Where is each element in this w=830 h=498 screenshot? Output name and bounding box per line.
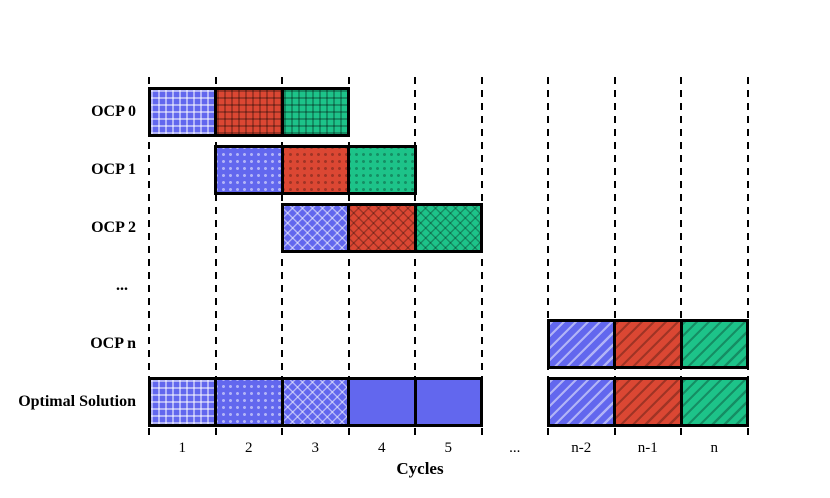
gantt-block — [214, 86, 284, 137]
cycle-boundary-gridline — [214, 77, 217, 436]
row-label: OCP n — [90, 334, 136, 352]
gantt-block — [147, 376, 217, 427]
cycle-boundary-gridline — [347, 77, 350, 436]
x-axis-tick-label: n-1 — [637, 440, 658, 456]
gantt-block — [280, 86, 350, 137]
cycle-boundary-gridline — [480, 77, 483, 436]
gantt-block — [347, 202, 417, 253]
x-axis-tick-label: ... — [509, 440, 521, 456]
row-label: OCP 1 — [91, 160, 136, 178]
cycle-boundary-gridline — [148, 77, 150, 436]
gantt-block — [280, 376, 350, 427]
gantt-block — [214, 144, 284, 195]
x-axis-tick-label: 4 — [378, 440, 386, 456]
x-axis-tick-label: n — [710, 440, 719, 456]
gantt-block — [413, 376, 483, 427]
row-label: OCP 2 — [91, 218, 136, 236]
cycle-boundary-gridline — [414, 77, 416, 436]
gantt-block — [613, 318, 683, 369]
gantt-block — [347, 144, 417, 195]
x-axis-tick-label: 5 — [444, 440, 453, 456]
x-axis-tick-label: 2 — [245, 440, 253, 456]
gantt-block — [413, 202, 483, 253]
cycle-boundary-gridline — [680, 77, 682, 436]
gantt-block — [546, 318, 616, 369]
cycle-boundary-gridline — [281, 77, 283, 436]
gantt-block — [679, 376, 749, 427]
gantt-block — [546, 376, 616, 427]
x-axis-tick-label: 3 — [311, 440, 320, 456]
x-axis-tick-label: n-2 — [571, 440, 592, 456]
row-label: OCP 0 — [91, 102, 136, 120]
x-axis-tick-label: 1 — [178, 440, 187, 456]
cycle-boundary-gridline — [613, 77, 616, 436]
gantt-block — [280, 202, 350, 253]
gantt-block — [280, 144, 350, 195]
gantt-block — [214, 376, 284, 427]
gantt-block — [347, 376, 417, 427]
cycle-boundary-gridline — [746, 77, 749, 436]
row-label-ellipsis: ... — [116, 276, 128, 294]
x-axis-title: Cycles — [396, 459, 444, 478]
row-label: Optimal Solution — [18, 392, 136, 410]
cycle-boundary-gridline — [547, 77, 549, 436]
gantt-block — [147, 86, 217, 137]
gantt-block — [613, 376, 683, 427]
gantt-block — [679, 318, 749, 369]
